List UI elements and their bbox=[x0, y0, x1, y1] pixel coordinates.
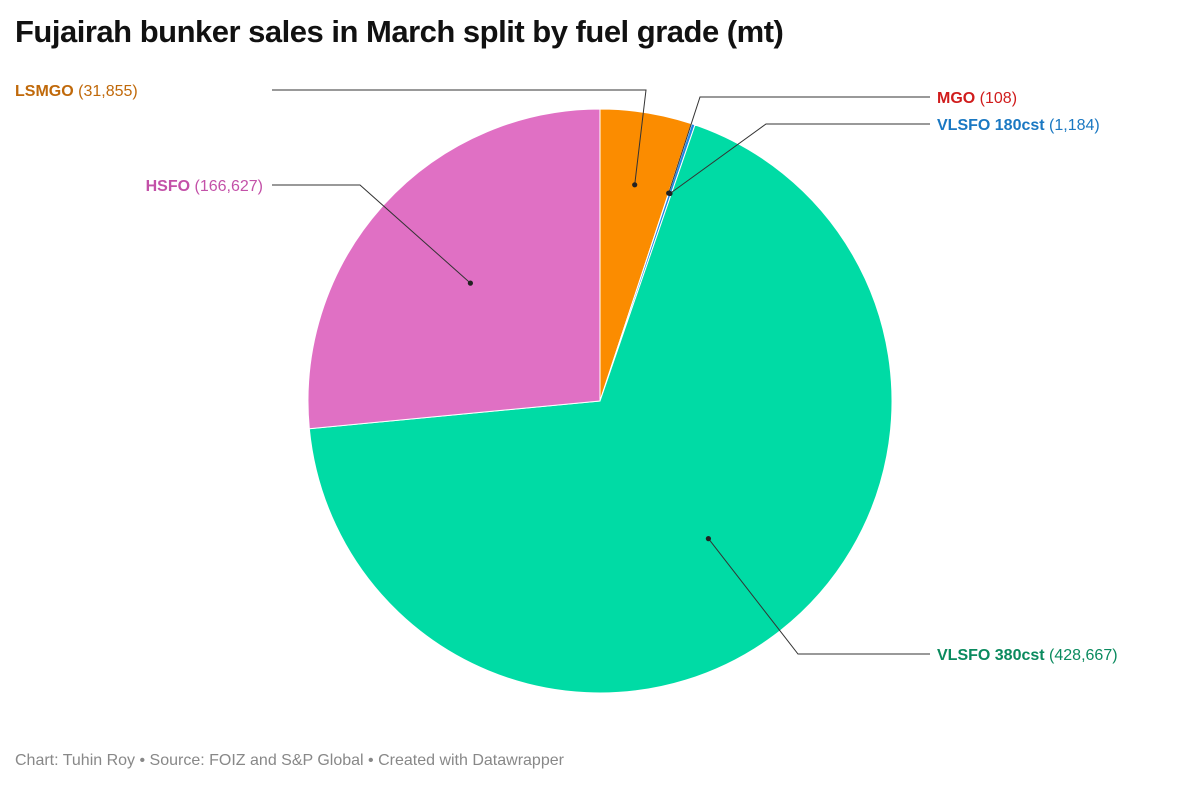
slice-label-value: (1,184) bbox=[1045, 117, 1100, 134]
leader-line bbox=[668, 96, 930, 194]
slice-label-name: HSFO bbox=[146, 178, 190, 195]
leader-dot bbox=[632, 182, 638, 188]
leader-lines bbox=[272, 89, 930, 655]
leader-line bbox=[272, 89, 647, 185]
slice-label-value: (108) bbox=[975, 90, 1017, 107]
slice-labels: LSMGO (31,855) MGO (108) VLSFO 180cst (1,1… bbox=[15, 83, 1118, 664]
slice-label-vlsfo-380cst: VLSFO 380cst (428,667) bbox=[937, 647, 1118, 664]
chart-title: Fujairah bunker sales in March split by … bbox=[15, 14, 784, 49]
slice-label-value: (31,855) bbox=[74, 83, 138, 100]
slice-label-value: (166,627) bbox=[190, 178, 263, 195]
leader-line bbox=[708, 538, 930, 655]
chart-credits: Chart: Tuhin Roy • Source: FOIZ and S&P … bbox=[15, 752, 564, 769]
leader-line bbox=[669, 123, 930, 194]
slice-label-lsmgo: LSMGO (31,855) bbox=[15, 83, 138, 100]
pie-slice-vlsfo-380cst bbox=[308, 124, 893, 694]
leader-dot bbox=[467, 280, 473, 286]
slice-label-hsfo: HSFO (166,627) bbox=[146, 178, 263, 195]
slice-label-value: (428,667) bbox=[1045, 647, 1118, 664]
slice-label-name: LSMGO bbox=[15, 83, 74, 100]
leader-dot bbox=[705, 536, 712, 542]
pie-slices bbox=[307, 108, 893, 694]
slice-label-mgo: MGO (108) bbox=[937, 90, 1017, 107]
leader-line bbox=[272, 184, 471, 284]
slice-label-name: VLSFO 380cst bbox=[937, 647, 1045, 664]
slice-label-name: MGO bbox=[937, 90, 975, 107]
leader-dot bbox=[667, 190, 673, 197]
slice-label-name: VLSFO 180cst bbox=[937, 117, 1045, 134]
slice-label-vlsfo-180cst: VLSFO 180cst (1,184) bbox=[937, 117, 1100, 134]
